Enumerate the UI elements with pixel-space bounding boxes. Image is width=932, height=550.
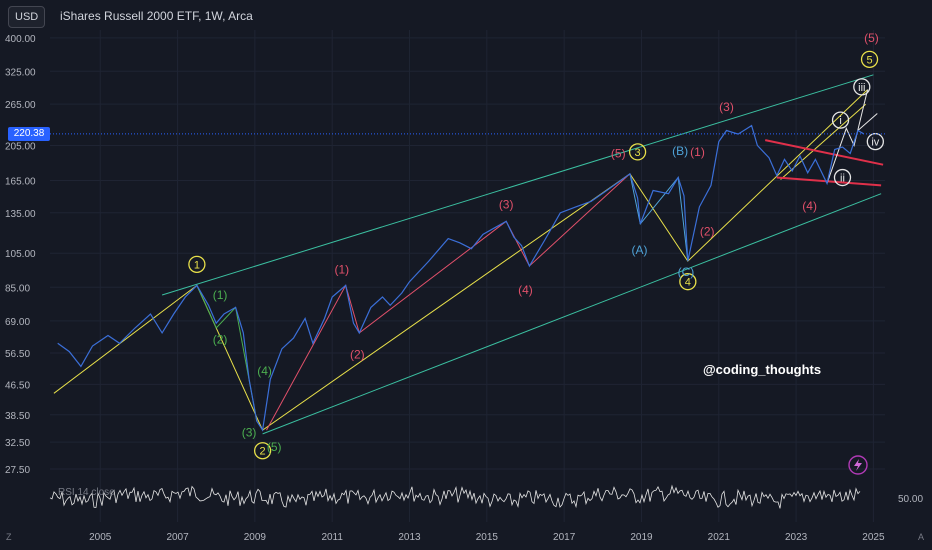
watermark: @coding_thoughts (703, 362, 821, 377)
wave-label: (1) (690, 145, 705, 159)
rsi-legend: RSI 14 close (58, 487, 115, 498)
y-tick-label: 265.00 (5, 100, 36, 111)
wave-label: (4) (802, 199, 817, 213)
x-tick-label: 2025 (862, 532, 885, 543)
wave-label: (3) (719, 100, 734, 114)
lightning-icon[interactable] (848, 455, 868, 475)
wave-label: iii (858, 82, 865, 94)
corner-right-label: A (918, 532, 925, 542)
y-tick-label: 38.50 (5, 411, 30, 422)
wave-label-ring (253, 442, 272, 460)
wave-label-ring (188, 255, 206, 273)
red-wave-path (266, 173, 631, 431)
symbol-title: iShares Russell 2000 ETF, 1W, Arca (60, 9, 253, 23)
wave-label: 2 (260, 446, 266, 458)
rsi-pane (49, 484, 861, 509)
rsi-level-label: 50.00 (898, 494, 923, 505)
wave-label-ring (679, 273, 697, 291)
channel-upper (161, 74, 874, 296)
wave-label: (C) (678, 265, 695, 279)
x-tick-label: 2019 (630, 532, 653, 543)
y-tick-label: 27.50 (5, 465, 30, 476)
x-tick-label: 2021 (708, 532, 731, 543)
wave-label: (4) (257, 364, 272, 378)
x-tick-label: 2009 (244, 532, 267, 543)
y-tick-label: 205.00 (5, 141, 36, 152)
last-price-tag: 220.38 (8, 126, 50, 141)
currency-button[interactable]: USD (8, 6, 46, 28)
wave-label: 3 (635, 147, 641, 159)
y-tick-label: 46.50 (5, 380, 30, 391)
y-axis: 400.00 325.00 265.00 205.00 165.00 135.00 105.… (5, 34, 36, 476)
wave-label-ring (860, 50, 879, 69)
white-wave-projection (826, 89, 869, 184)
y-tick-label: 105.00 (5, 249, 36, 260)
wave-label: (5) (611, 147, 626, 161)
wave-label-ring (628, 143, 647, 161)
x-tick-label: 2013 (398, 532, 421, 543)
y-tick-label: 165.00 (5, 176, 36, 187)
corner-left-label: Z (6, 532, 12, 542)
blue-wave-path (629, 173, 689, 262)
x-tick-label: 2015 (476, 532, 499, 543)
wave-label: (5) (864, 31, 879, 45)
chart-header: USD iShares Russell 2000 ETF, 1W, Arca (0, 0, 932, 30)
y-tick-label: 135.00 (5, 209, 36, 220)
triangle-lower (776, 176, 882, 187)
wave-labels: 1 2 3 4 5 (1) (2) (3) (4) (5) (1) (2) (3) (4) (5) (1) (2… (188, 31, 884, 460)
wave-label: iv (871, 137, 879, 149)
wave-label: (A) (632, 243, 648, 257)
green-wave-path (196, 285, 258, 422)
wave-label-ring (853, 78, 871, 96)
triangle-upper (764, 139, 884, 166)
y-tick-label: 56.50 (5, 349, 30, 360)
wave-label: (1) (335, 262, 350, 276)
white-wave-ext (857, 113, 878, 131)
wave-lines (53, 89, 884, 431)
y-tick-label: 69.00 (5, 317, 30, 328)
wave-label: (1) (213, 288, 228, 302)
wave-label: 4 (685, 277, 691, 289)
x-axis: 2005 2007 2009 2011 2013 2015 2017 2019 2021 2023… (89, 532, 885, 543)
y-tick-label: 325.00 (5, 67, 36, 78)
wave-label: (B) (672, 144, 688, 158)
wave-label: 5 (866, 54, 872, 66)
wave-label: (2) (213, 332, 228, 346)
x-tick-label: 2007 (166, 532, 189, 543)
channel-lower (262, 193, 882, 435)
wave-label: (4) (518, 283, 533, 297)
rsi-line (49, 484, 861, 509)
x-tick-label: 2011 (321, 532, 343, 543)
x-tick-label: 2005 (89, 532, 112, 543)
wave-label: i (839, 115, 841, 127)
y-tick-label: 32.50 (5, 438, 30, 449)
wave-label: (2) (350, 347, 365, 361)
yellow-wave-path (53, 89, 868, 431)
wave-label: (3) (499, 198, 514, 212)
trend-channels (161, 74, 882, 435)
chart-grid (50, 30, 885, 522)
wave-label: (3) (242, 425, 257, 439)
wave-label: 1 (194, 259, 200, 271)
y-tick-label: 400.00 (5, 34, 36, 45)
x-tick-label: 2017 (553, 532, 576, 543)
wave-label: (2) (700, 225, 715, 239)
y-tick-label: 85.00 (5, 283, 30, 294)
x-tick-label: 2023 (785, 532, 808, 543)
wave-label: (5) (267, 440, 282, 454)
wave-label: ii (840, 173, 845, 185)
wave-label-ring (833, 168, 852, 187)
price-line (57, 124, 864, 432)
wave-label-ring (831, 111, 850, 129)
